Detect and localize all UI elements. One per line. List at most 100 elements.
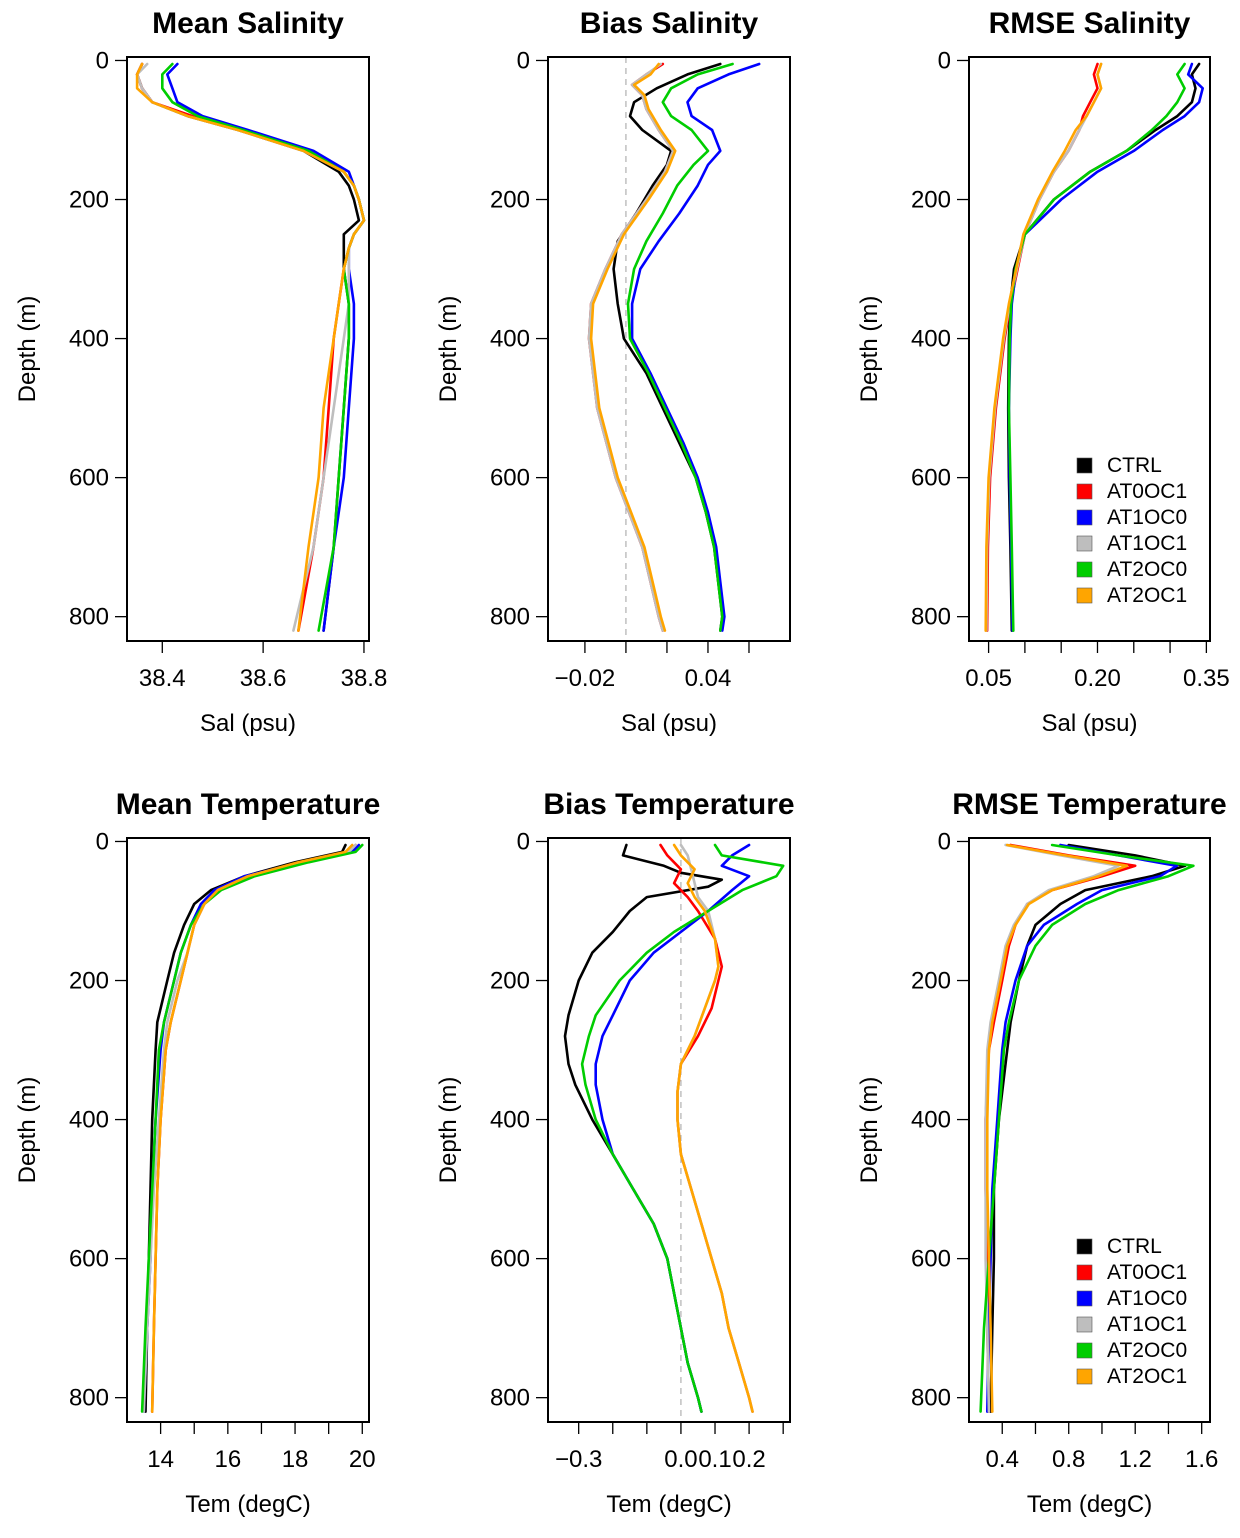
x-tick-label: 14 — [147, 1446, 174, 1473]
legend-label: AT1OC1 — [1107, 1313, 1187, 1336]
x-tick-label: 1.6 — [1185, 1446, 1218, 1473]
x-axis-label: Tem (degC) — [185, 1491, 310, 1518]
x-tick-label: 0.20 — [1074, 665, 1121, 692]
x-tick-label: 20 — [349, 1446, 376, 1473]
x-tick-label: 18 — [282, 1446, 309, 1473]
y-tick-label: 0 — [517, 828, 530, 855]
legend-swatch-at2oc1 — [1076, 1368, 1093, 1385]
series-line-at2oc1 — [150, 843, 354, 1413]
x-tick-label: 0.04 — [685, 665, 732, 692]
series-line-at1oc0 — [142, 843, 361, 1413]
y-tick-label: 600 — [490, 465, 530, 492]
series-line-at2oc1 — [985, 843, 1129, 1413]
y-tick-label: 200 — [69, 187, 109, 214]
x-tick-label: 0.35 — [1183, 665, 1230, 692]
series-line-at2oc0 — [1007, 62, 1186, 632]
series-line-at1oc1 — [984, 843, 1120, 1413]
legend-label: CTRL — [1107, 1235, 1162, 1258]
series-line-at1oc1 — [676, 843, 754, 1413]
plot-frame — [126, 837, 370, 1423]
legend-label: AT0OC1 — [1107, 1261, 1187, 1284]
legend-swatch-at1oc0 — [1076, 509, 1093, 526]
plot-frame — [968, 56, 1211, 642]
series-group — [984, 62, 1204, 632]
legend-label: AT2OC0 — [1107, 558, 1187, 581]
y-tick-label: 200 — [490, 187, 530, 214]
legend-label: CTRL — [1107, 454, 1162, 477]
legend-swatch-at1oc1 — [1076, 535, 1093, 552]
y-tick-label: 0 — [517, 47, 530, 74]
y-tick-label: 800 — [911, 1385, 951, 1412]
series-group — [135, 62, 366, 632]
plot-frame — [547, 56, 791, 642]
panel-bias-tem: Bias Temperature Depth (m) Tem (degC) 0 200 4… — [435, 788, 795, 1518]
series-line-at2oc0 — [580, 843, 785, 1413]
x-tick-label: −0.3 — [555, 1446, 602, 1473]
legend-swatch-at2oc1 — [1076, 587, 1093, 604]
y-tick-label: 600 — [911, 1246, 951, 1273]
y-axis-label: Depth (m) — [856, 296, 883, 403]
legend: CTRL AT0OC1 AT1OC0 AT1OC1 AT2OC0 AT2OC1 — [1076, 1235, 1187, 1388]
legend-label: AT1OC0 — [1107, 506, 1187, 529]
series-group — [979, 843, 1195, 1413]
panel-bias-sal: Bias Salinity Depth (m) Sal (psu) 0 200 400 60… — [435, 7, 791, 737]
legend-swatch-at0oc1 — [1076, 1264, 1093, 1281]
panel-rmse-tem: RMSE Temperature Depth (m) Tem (degC) 0 200 4… — [856, 788, 1227, 1518]
x-tick-label: 0.2 — [732, 1446, 765, 1473]
y-tick-label: 800 — [490, 604, 530, 631]
legend-label: AT2OC0 — [1107, 1339, 1187, 1362]
panel-title: RMSE Temperature — [952, 788, 1227, 821]
x-axis-label: Tem (degC) — [606, 1491, 731, 1518]
legend-swatch-at1oc1 — [1076, 1316, 1093, 1333]
y-axis-label: Depth (m) — [435, 296, 462, 403]
series-line-at1oc0 — [630, 62, 761, 632]
panel-title: Mean Temperature — [116, 788, 381, 821]
panel-title: RMSE Salinity — [989, 7, 1191, 40]
x-tick-label: 16 — [214, 1446, 241, 1473]
y-tick-label: 400 — [911, 326, 951, 353]
x-tick-label: 0.0 — [664, 1446, 697, 1473]
y-tick-label: 600 — [490, 1246, 530, 1273]
series-line-at1oc0 — [594, 843, 751, 1413]
x-axis-label: Sal (psu) — [621, 710, 717, 737]
legend-swatch-ctrl — [1076, 457, 1093, 474]
panel-title: Bias Temperature — [543, 788, 794, 821]
y-tick-label: 200 — [69, 968, 109, 995]
y-tick-label: 200 — [911, 187, 951, 214]
y-tick-label: 800 — [911, 604, 951, 631]
y-tick-label: 800 — [490, 1385, 530, 1412]
series-group — [140, 843, 364, 1413]
series-line-at1oc1 — [587, 62, 675, 632]
x-axis-label: Sal (psu) — [200, 710, 296, 737]
series-line-at0oc1 — [659, 843, 754, 1413]
x-tick-label: −0.02 — [555, 665, 616, 692]
y-tick-label: 400 — [490, 1107, 530, 1134]
legend-swatch-at2oc0 — [1076, 1342, 1093, 1359]
y-tick-label: 0 — [938, 828, 951, 855]
series-line-at2oc1 — [135, 62, 366, 632]
series-group — [587, 62, 761, 632]
y-tick-label: 400 — [911, 1107, 951, 1134]
series-line-at1oc1 — [142, 843, 357, 1413]
plot-frame — [968, 837, 1211, 1423]
series-line-ctrl — [135, 62, 361, 632]
panel-title: Bias Salinity — [580, 7, 759, 40]
y-tick-label: 400 — [69, 1107, 109, 1134]
y-tick-label: 800 — [69, 604, 109, 631]
panel-mean-tem: Mean Temperature Depth (m) Tem (degC) 0 200 4… — [14, 788, 380, 1518]
y-tick-label: 600 — [69, 1246, 109, 1273]
y-tick-label: 600 — [911, 465, 951, 492]
series-group — [563, 843, 785, 1413]
panel-rmse-sal: RMSE Salinity Depth (m) Sal (psu) 0 200 400 60… — [856, 7, 1230, 737]
series-line-at2oc0 — [979, 843, 1195, 1413]
legend-label: AT2OC1 — [1107, 1365, 1187, 1388]
x-tick-label: 0.05 — [965, 665, 1012, 692]
x-tick-label: 0.1 — [698, 1446, 731, 1473]
panel-mean-sal: Mean Salinity Depth (m) Sal (psu) 0 200 400 60… — [14, 7, 387, 737]
panel-title: Mean Salinity — [152, 7, 344, 40]
series-line-at2oc1 — [672, 843, 754, 1413]
y-tick-label: 0 — [96, 47, 109, 74]
x-axis-label: Tem (degC) — [1027, 1491, 1152, 1518]
y-axis-label: Depth (m) — [14, 296, 41, 403]
